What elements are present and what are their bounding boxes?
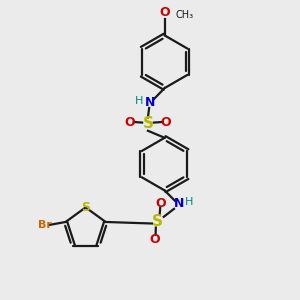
- Text: N: N: [174, 197, 184, 210]
- Text: O: O: [124, 116, 135, 129]
- Text: S: S: [152, 214, 163, 229]
- Text: Br: Br: [38, 220, 52, 230]
- Text: H: H: [135, 96, 143, 106]
- Text: S: S: [81, 201, 90, 214]
- Text: H: H: [185, 197, 194, 207]
- Text: O: O: [159, 6, 170, 19]
- Text: CH₃: CH₃: [176, 10, 194, 20]
- Text: S: S: [142, 116, 154, 131]
- Text: O: O: [161, 116, 171, 129]
- Text: N: N: [145, 96, 155, 109]
- Text: O: O: [150, 233, 160, 246]
- Text: O: O: [155, 196, 166, 209]
